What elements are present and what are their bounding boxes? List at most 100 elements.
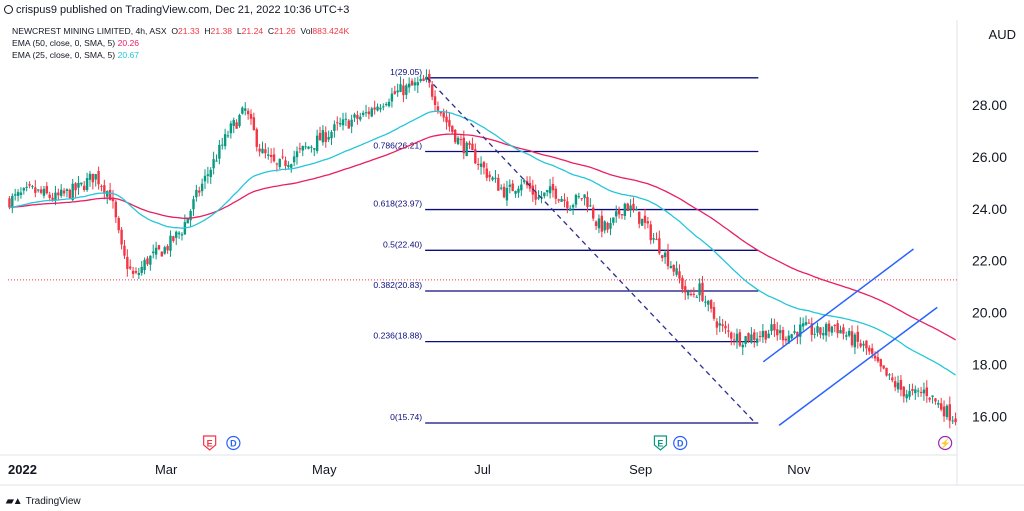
candle-body bbox=[350, 119, 353, 127]
candle-body bbox=[272, 154, 276, 162]
candle-body bbox=[42, 188, 46, 196]
open-label: O bbox=[171, 26, 179, 36]
candle-body bbox=[488, 174, 491, 178]
dividend-marker[interactable]: D bbox=[673, 435, 688, 451]
candle-body bbox=[589, 205, 592, 207]
candle-body bbox=[580, 198, 583, 200]
candle-body bbox=[942, 406, 946, 417]
candle-body bbox=[948, 404, 952, 421]
candle-body bbox=[347, 120, 350, 129]
candle-body bbox=[94, 174, 97, 180]
candle-body bbox=[399, 84, 402, 92]
candle-body bbox=[221, 144, 224, 146]
ema25-value: 20.67 bbox=[117, 50, 140, 60]
split-marker[interactable]: ⚡ bbox=[938, 435, 953, 451]
candle-body bbox=[511, 183, 514, 192]
candle-body bbox=[114, 201, 118, 218]
candle-body bbox=[663, 252, 667, 258]
candle-body bbox=[241, 107, 244, 114]
tradingview-logo-icon: ▰▲ bbox=[6, 496, 23, 507]
candle-body bbox=[563, 199, 566, 201]
candle-body bbox=[675, 268, 678, 275]
candle-body bbox=[862, 343, 865, 346]
candle-body bbox=[586, 196, 589, 207]
candle-body bbox=[269, 154, 273, 158]
price-tick-label: 18.00 bbox=[972, 356, 1007, 372]
candle-body bbox=[22, 188, 26, 191]
candle-body bbox=[149, 255, 152, 265]
price-tick-label: 20.00 bbox=[972, 305, 1007, 321]
candle-body bbox=[784, 338, 788, 341]
candle-body bbox=[235, 122, 238, 129]
candle-body bbox=[879, 359, 882, 367]
candle-body bbox=[169, 235, 172, 251]
candle-body bbox=[764, 330, 767, 340]
candle-body bbox=[192, 199, 195, 210]
symbol-legend-row[interactable]: NEWCREST MINING LIMITED, 4h, ASX O21.33 … bbox=[12, 25, 349, 37]
earnings-marker[interactable]: E bbox=[203, 435, 217, 451]
tradingview-brand[interactable]: ▰▲ TradingView bbox=[6, 496, 81, 507]
candle-body bbox=[773, 324, 776, 331]
fib-level-label: 0.5(22.40) bbox=[383, 239, 422, 249]
candle-body bbox=[74, 183, 77, 191]
candle-body bbox=[750, 334, 753, 343]
earnings-marker[interactable]: E bbox=[653, 435, 668, 451]
fib-level-label: 0.382(20.83) bbox=[373, 280, 422, 290]
candle-body bbox=[574, 194, 578, 205]
candle-body bbox=[893, 381, 897, 388]
candle-body bbox=[344, 118, 348, 120]
candle-body bbox=[246, 110, 250, 115]
candle-body bbox=[908, 390, 911, 397]
candle-body bbox=[830, 326, 834, 333]
high-label: H bbox=[204, 26, 211, 36]
candle-body bbox=[100, 186, 103, 188]
candle-body bbox=[865, 340, 868, 349]
candle-body bbox=[508, 184, 512, 187]
ema25-legend-row[interactable]: EMA (25, close, 0, SMA, 5) 20.67 bbox=[12, 49, 349, 61]
candle-body bbox=[416, 82, 419, 86]
candle-body bbox=[203, 175, 207, 182]
candle-body bbox=[244, 108, 247, 111]
candle-body bbox=[801, 323, 805, 327]
candle-body bbox=[891, 377, 894, 381]
ema50-legend-row[interactable]: EMA (50, close, 0, SMA, 5) 20.26 bbox=[12, 37, 349, 49]
publisher-icon bbox=[4, 5, 13, 14]
candle-body bbox=[816, 326, 819, 333]
candle-body bbox=[824, 324, 828, 336]
candle-body bbox=[341, 119, 345, 126]
candle-body bbox=[307, 146, 310, 149]
candle-body bbox=[928, 397, 931, 400]
candle-body bbox=[123, 245, 126, 256]
candle-body bbox=[939, 403, 943, 410]
candle-body bbox=[379, 107, 382, 110]
candle-body bbox=[28, 184, 31, 186]
candle-body bbox=[888, 374, 891, 376]
candle-body bbox=[911, 388, 914, 391]
candle-body bbox=[318, 132, 322, 141]
candle-body bbox=[51, 197, 54, 200]
candle-body bbox=[761, 330, 765, 338]
candle-body bbox=[919, 391, 923, 393]
candle-body bbox=[166, 246, 169, 251]
candle-body bbox=[405, 85, 408, 95]
close-value: 21.26 bbox=[274, 26, 296, 36]
candle-body bbox=[370, 108, 373, 117]
candle-body bbox=[954, 418, 957, 423]
candle-body bbox=[629, 205, 632, 211]
candle-body bbox=[48, 194, 51, 198]
candle-body bbox=[433, 96, 437, 106]
dividend-marker[interactable]: D bbox=[226, 435, 241, 451]
candle-body bbox=[459, 139, 463, 141]
candle-body bbox=[264, 149, 267, 154]
candle-body bbox=[494, 177, 497, 179]
candle-body bbox=[698, 283, 701, 296]
candle-body bbox=[646, 221, 650, 224]
candle-body bbox=[13, 194, 17, 196]
candle-body bbox=[175, 231, 178, 238]
candle-body bbox=[758, 335, 762, 337]
candle-body bbox=[333, 124, 336, 131]
candle-body bbox=[612, 217, 615, 223]
candle-body bbox=[160, 251, 164, 257]
